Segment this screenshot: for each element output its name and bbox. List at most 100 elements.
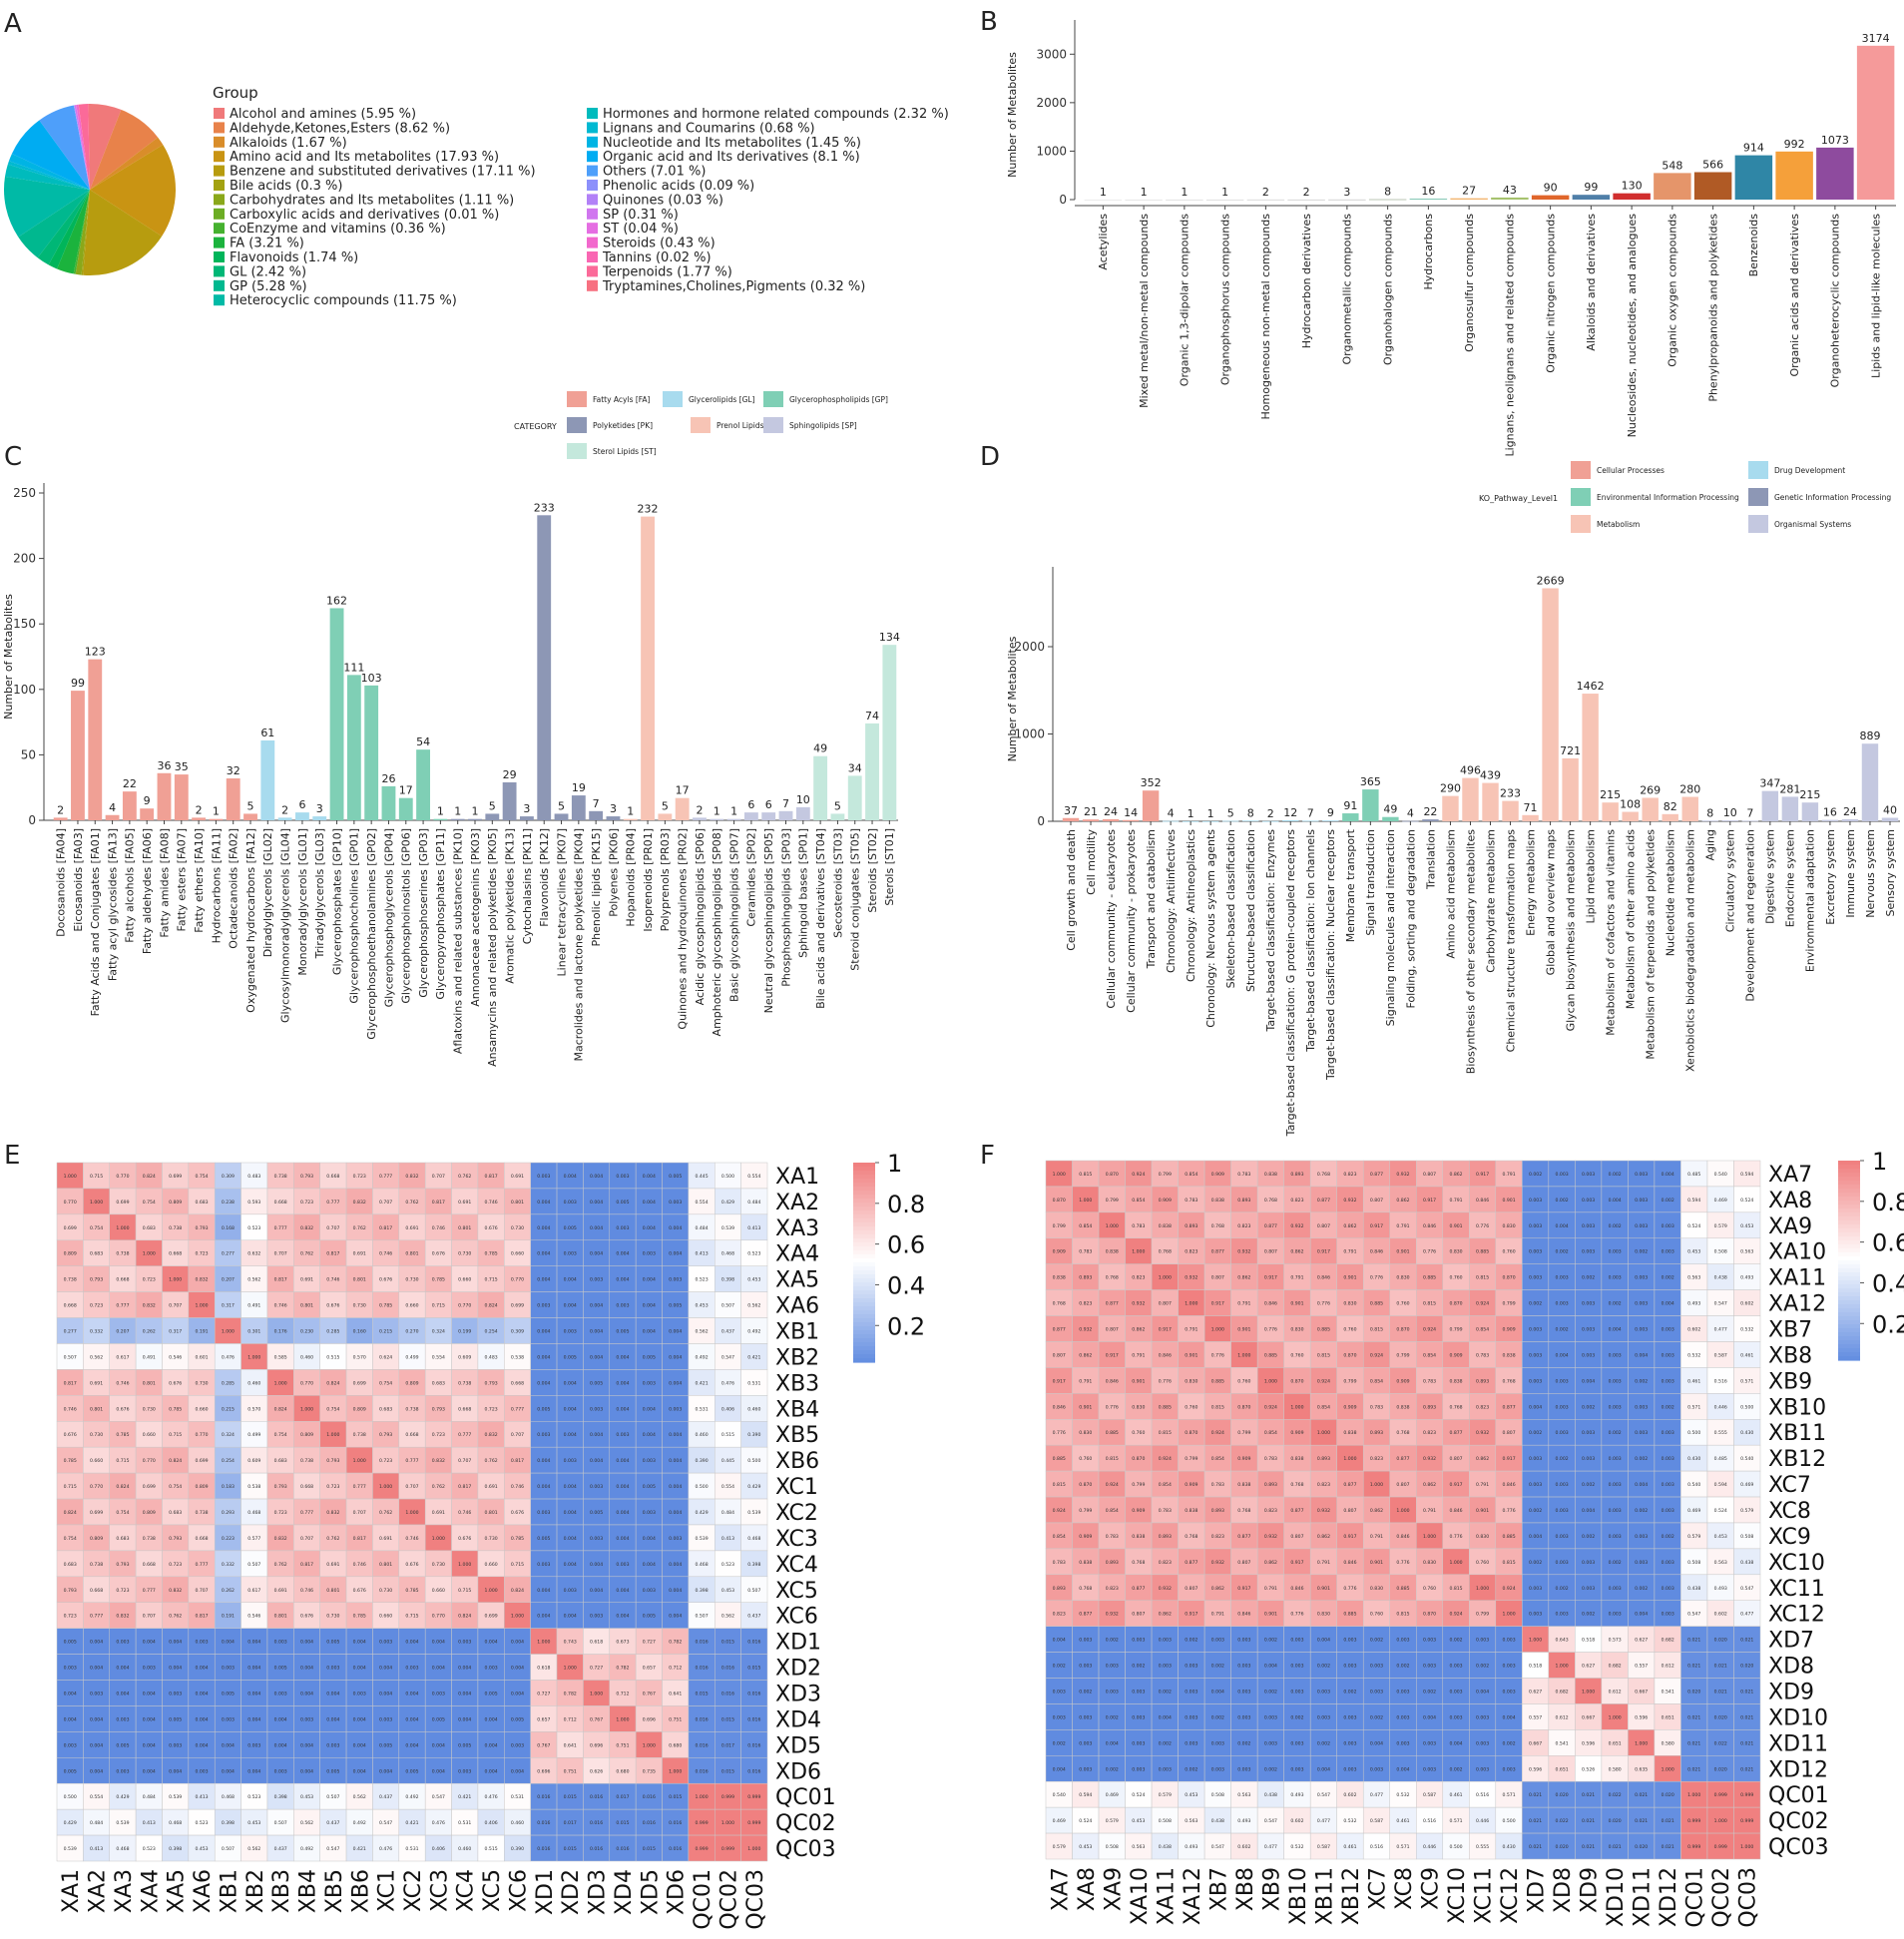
column-label: XB11 xyxy=(1312,1867,1337,1925)
y-tick-label: 200 xyxy=(13,552,36,566)
colorbar-segment xyxy=(853,1191,875,1196)
heatmap-cell-label: 0.508 xyxy=(1159,1818,1172,1824)
heatmap-cell-label: 0.562 xyxy=(90,1354,103,1360)
bar-value-label: 49 xyxy=(1383,803,1397,816)
heatmap-cell xyxy=(398,1731,426,1758)
heatmap-cell-label: 0.877 xyxy=(1079,1612,1092,1618)
heatmap-cell xyxy=(662,1680,690,1706)
heatmap-cell xyxy=(424,1731,452,1758)
heatmap-cell-label: 0.005 xyxy=(64,1768,77,1774)
y-tick-label: 100 xyxy=(13,683,36,697)
heatmap-cell-label: 0.293 xyxy=(222,1510,235,1516)
bar-value-label: 35 xyxy=(175,760,189,773)
heatmap-cell-label: 0.004 xyxy=(195,1716,208,1722)
heatmap-cell xyxy=(688,1213,715,1241)
heatmap-cell-label: 0.807 xyxy=(1502,1430,1515,1436)
heatmap-cell-label: 0.768 xyxy=(1317,1172,1330,1178)
heatmap-cell-label: 0.005 xyxy=(274,1666,287,1672)
heatmap-cell xyxy=(56,1343,84,1370)
heatmap-cell xyxy=(83,1757,110,1784)
heatmap-cell-label: 0.723 xyxy=(432,1432,445,1438)
heatmap-cell-label: 0.854 xyxy=(1079,1223,1092,1229)
y-tick-label: 1000 xyxy=(1014,727,1045,741)
heatmap-cell xyxy=(424,1446,452,1474)
heatmap-cell-label: 0.469 xyxy=(1714,1198,1727,1204)
heatmap-cell-label: 0.005 xyxy=(511,1716,524,1722)
bar xyxy=(1693,172,1732,200)
heatmap-cell-label: 0.207 xyxy=(116,1329,129,1335)
heatmap-cell-label: 1.000 xyxy=(564,1666,577,1672)
heatmap-cell-label: 1.000 xyxy=(1449,1560,1462,1566)
heatmap-cell xyxy=(83,1628,110,1655)
heatmap-cell-label: 0.003 xyxy=(590,1406,603,1412)
heatmap-cell-label: 0.003 xyxy=(458,1768,471,1774)
heatmap-cell-label: 0.453 xyxy=(1714,1534,1727,1540)
heatmap-cell-label: 0.003 xyxy=(169,1691,182,1697)
heatmap-cell-label: 0.003 xyxy=(326,1666,339,1672)
x-tick-label: Circulatory system xyxy=(1724,829,1737,932)
heatmap-cell-label: 0.807 xyxy=(1159,1301,1172,1307)
heatmap-cell-label: 0.446 xyxy=(1423,1844,1436,1850)
heatmap-cell-label: 0.539 xyxy=(169,1794,182,1800)
bar xyxy=(830,813,845,820)
colorbar-segment xyxy=(853,1330,875,1335)
heatmap-cell-label: 0.877 xyxy=(1317,1198,1330,1204)
heatmap-cell xyxy=(556,1446,584,1474)
heatmap-cell xyxy=(319,1472,347,1500)
heatmap-cell-label: 0.005 xyxy=(669,1303,682,1309)
heatmap-cell-label: 0.815 xyxy=(1106,1456,1119,1462)
heatmap-cell-label: 0.438 xyxy=(1687,1586,1700,1592)
bar-value-label: 1 xyxy=(472,805,479,818)
legend-swatch xyxy=(587,194,598,206)
heatmap-cell xyxy=(188,1524,216,1552)
heatmap-cell-label: 0.004 xyxy=(669,1484,682,1490)
heatmap-cell-label: 0.002 xyxy=(1185,1638,1197,1644)
heatmap-cell-label: 0.824 xyxy=(458,1614,471,1620)
colorbar-segment xyxy=(853,1358,875,1363)
colorbar-segment xyxy=(1838,1185,1860,1190)
heatmap-cell-label: 0.398 xyxy=(274,1794,287,1800)
heatmap-cell-label: 0.824 xyxy=(485,1303,498,1309)
heatmap-cell-label: 0.460 xyxy=(247,1380,260,1386)
x-tick-label: Linear tetracyclines [PK07] xyxy=(555,828,568,976)
heatmap-cell-label: 1.000 xyxy=(1714,1818,1727,1824)
heatmap-cell-label: 0.453 xyxy=(721,1588,734,1594)
heatmap-cell xyxy=(424,1654,452,1681)
heatmap-cell-label: 0.917 xyxy=(1476,1172,1489,1178)
heatmap-cell-label: 0.838 xyxy=(1290,1456,1303,1462)
heatmap-cell-label: 0.754 xyxy=(90,1225,103,1231)
x-tick-label: Organic nitrogen compounds xyxy=(1544,214,1557,373)
row-label: XA7 xyxy=(1768,1163,1812,1188)
column-label: XC6 xyxy=(506,1869,531,1912)
heatmap-cell-label: 0.508 xyxy=(1740,1534,1753,1540)
heatmap-cell xyxy=(319,1498,347,1526)
heatmap-cell-label: 0.917 xyxy=(1343,1534,1356,1540)
bar xyxy=(1502,800,1519,821)
heatmap-cell-label: 0.801 xyxy=(353,1277,366,1283)
heatmap-cell-label: 0.730 xyxy=(458,1251,471,1257)
heatmap-cell-label: 0.002 xyxy=(1582,1534,1595,1540)
heatmap-cell xyxy=(162,1654,190,1681)
heatmap-cell-label: 0.453 xyxy=(247,1820,260,1826)
heatmap-cell xyxy=(372,1498,400,1526)
heatmap-cell xyxy=(319,1654,347,1681)
heatmap-cell-label: 0.562 xyxy=(300,1820,313,1826)
heatmap-cell-label: 0.477 xyxy=(1740,1612,1753,1618)
bar xyxy=(1422,819,1439,821)
heatmap-cell xyxy=(451,1705,479,1732)
heatmap-cell xyxy=(662,1239,690,1266)
heatmap-cell-label: 0.017 xyxy=(616,1794,629,1800)
heatmap-cell-label: 1.000 xyxy=(747,1846,760,1852)
heatmap-cell-label: 0.901 xyxy=(1449,1223,1462,1229)
heatmap-cell xyxy=(56,1731,84,1758)
bar xyxy=(761,812,776,820)
heatmap-cell-label: 0.430 xyxy=(1740,1430,1753,1436)
heatmap-cell xyxy=(662,1472,690,1500)
heatmap-cell-label: 0.002 xyxy=(1635,1456,1648,1462)
pie-slice xyxy=(76,104,90,190)
heatmap-cell-label: 0.002 xyxy=(1449,1766,1462,1772)
bar-value-label: 721 xyxy=(1560,744,1581,757)
x-tick-label: Fatty esters [FA07] xyxy=(176,828,189,931)
column-label: XD5 xyxy=(638,1869,663,1915)
heatmap-cell-label: 0.398 xyxy=(695,1588,708,1594)
